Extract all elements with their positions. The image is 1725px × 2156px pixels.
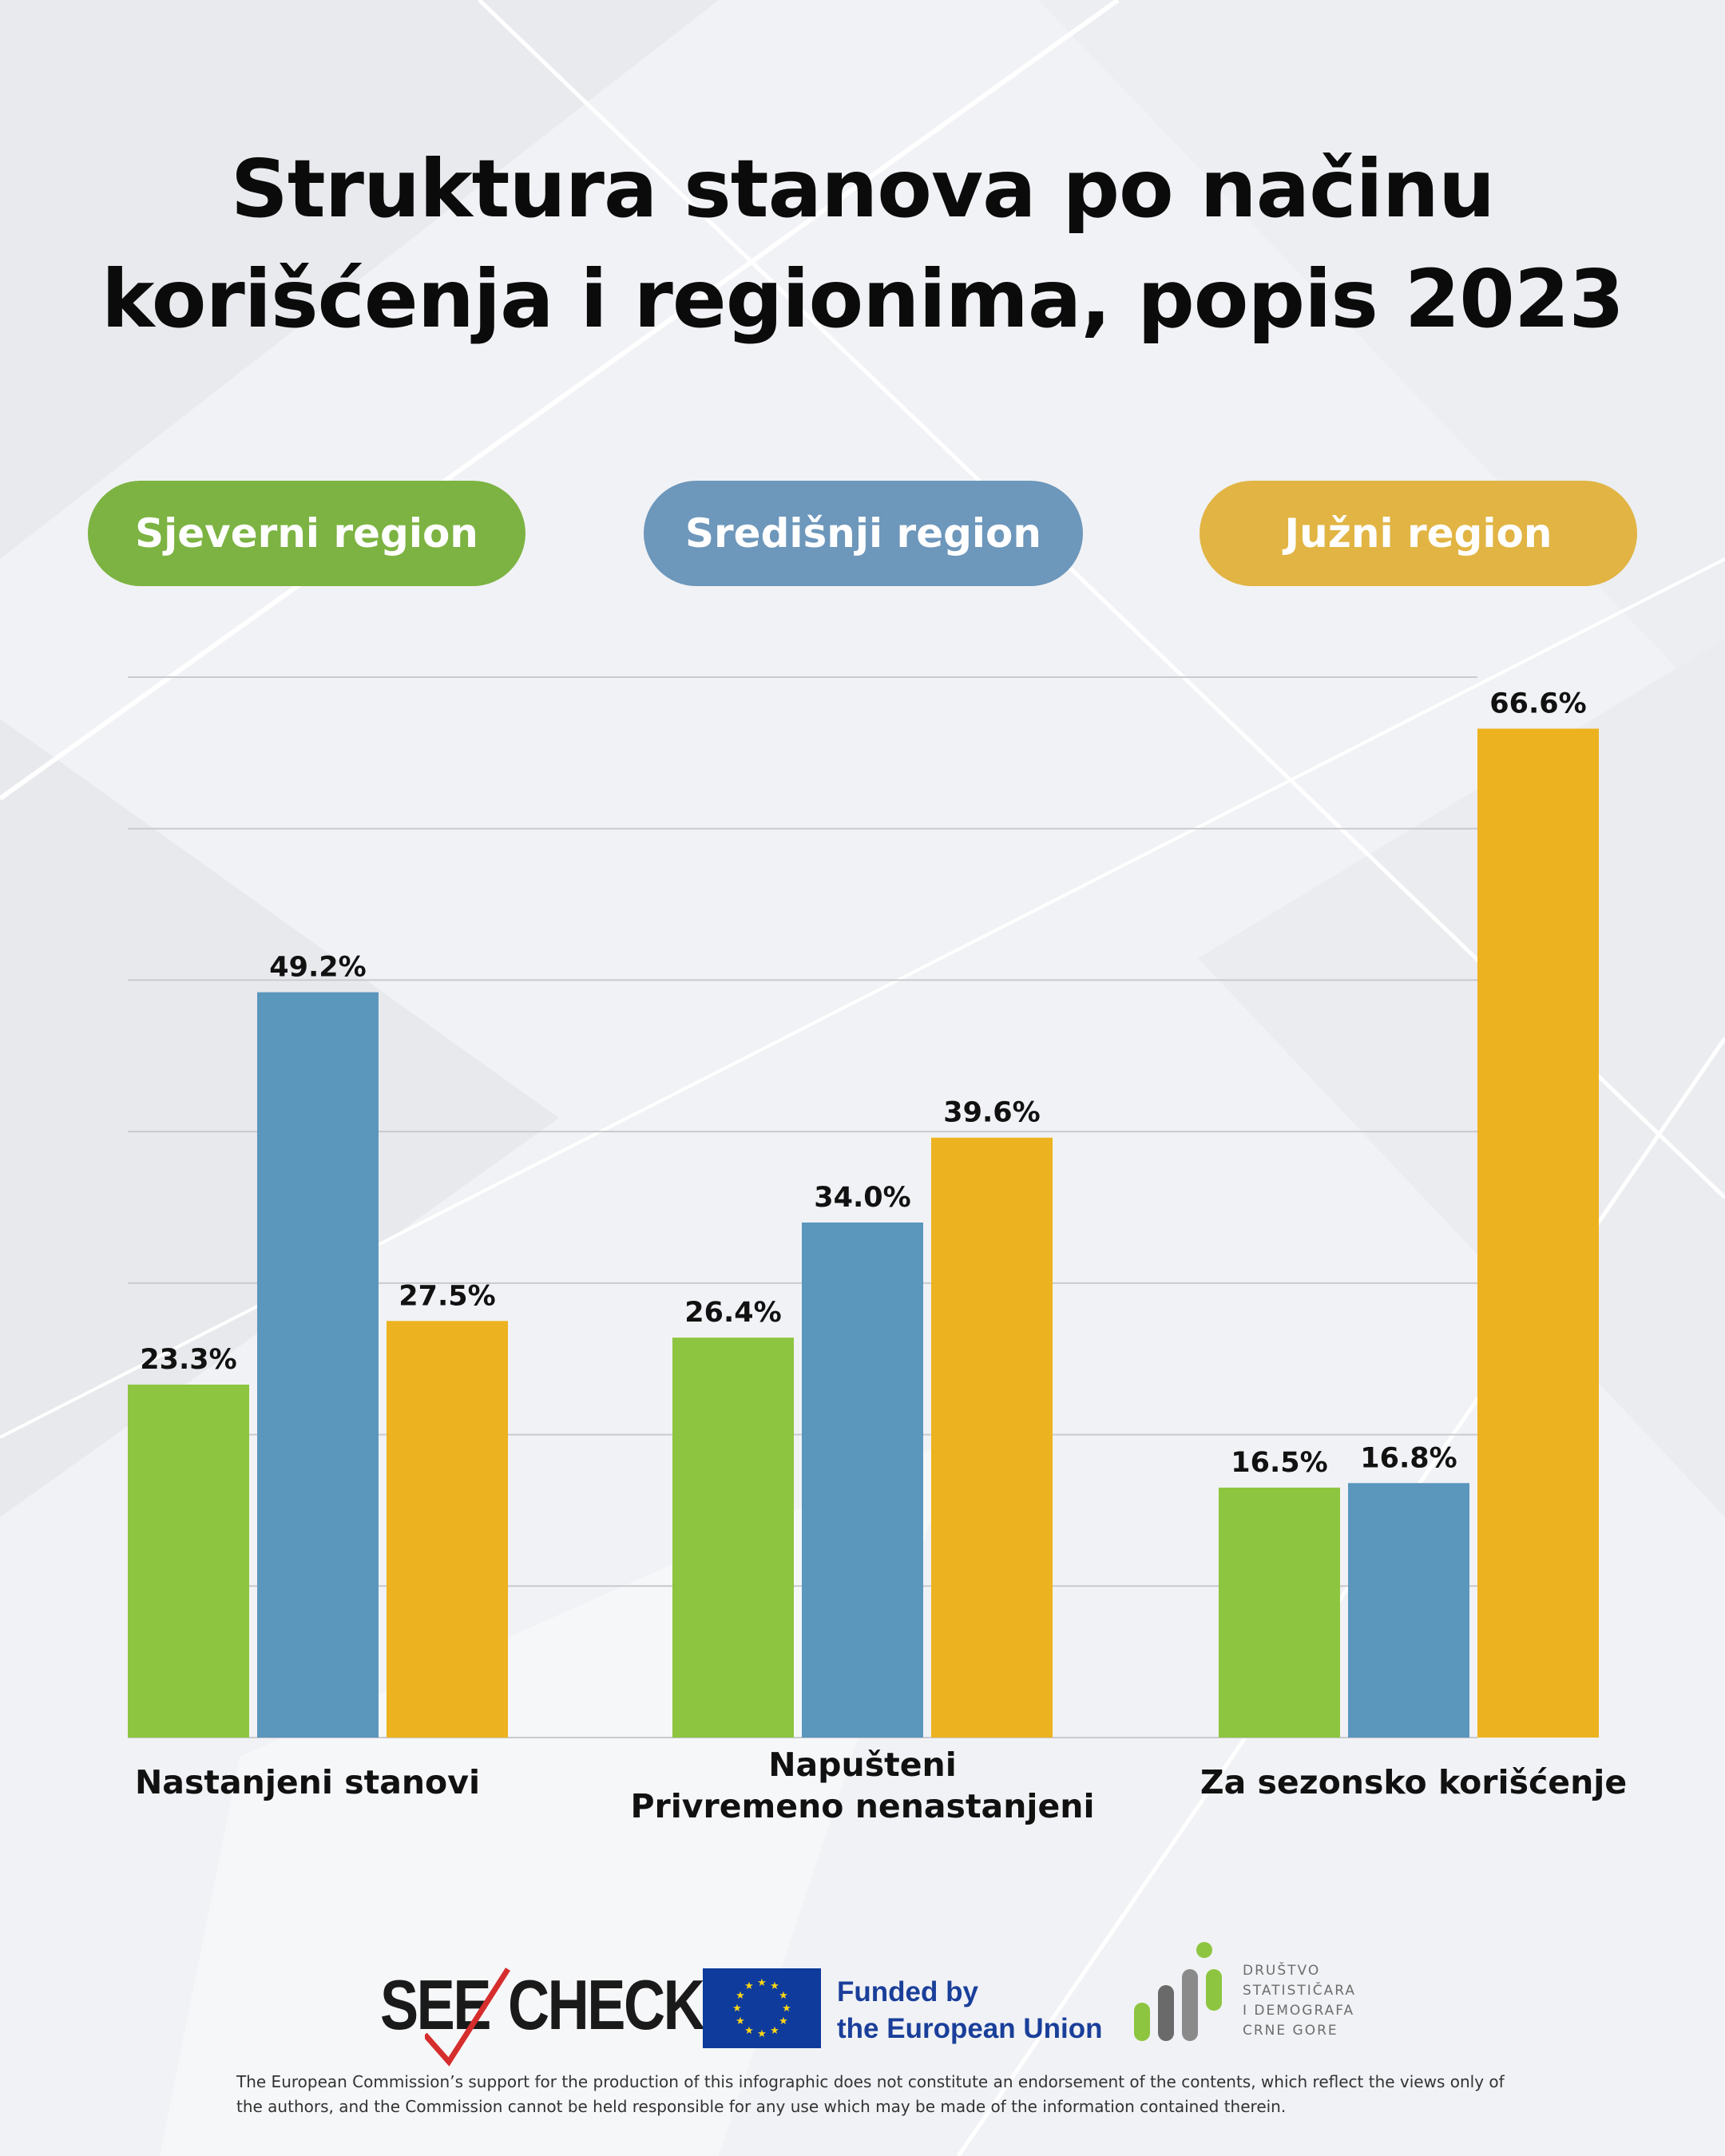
data-label: 27.5% bbox=[399, 1280, 495, 1312]
bar bbox=[128, 1384, 249, 1738]
bar bbox=[257, 992, 379, 1738]
data-label: 23.3% bbox=[140, 1344, 236, 1376]
disclaimer-text: The European Commission’s support for th… bbox=[236, 2072, 1505, 2116]
eu-flag-icon: ★ ★★ ★★★ ★★★ ★★★ bbox=[703, 1968, 821, 2048]
svg-text:★: ★ bbox=[782, 2003, 791, 2015]
data-label: 49.2% bbox=[269, 952, 366, 984]
category-label-nastanjeni: Nastanjeni stanovi bbox=[80, 1762, 535, 1803]
org-line: I DEMOGRAFA bbox=[1243, 2003, 1355, 2019]
data-label: 34.0% bbox=[814, 1182, 910, 1214]
legend-pill-juzni: Južni region bbox=[1200, 481, 1637, 586]
org-line: CRNE GORE bbox=[1243, 2023, 1338, 2039]
svg-text:★: ★ bbox=[744, 2025, 754, 2037]
svg-text:★: ★ bbox=[779, 2015, 788, 2027]
svg-text:★: ★ bbox=[736, 1990, 745, 2002]
bar bbox=[931, 1137, 1053, 1738]
data-label: 26.4% bbox=[684, 1297, 781, 1329]
category-label-line: Napušteni bbox=[768, 1746, 957, 1784]
eu-funding-text: Funded by the European Union bbox=[837, 1974, 1103, 2047]
chart-title: Struktura stanova po načinu korišćenja i… bbox=[0, 134, 1725, 355]
dsd-org-name: DRUŠTVO STATISTIČARA I DEMOGRAFA CRNE GO… bbox=[1243, 1961, 1356, 2041]
seecheck-logo-check: CHECK bbox=[508, 1965, 705, 2044]
data-label: 39.6% bbox=[943, 1097, 1040, 1129]
category-label-sezonsko: Za sezonsko korišćenje bbox=[1174, 1762, 1653, 1803]
legend-pill-sjeverni: Sjeverni region bbox=[88, 481, 525, 586]
bar bbox=[1477, 728, 1599, 1738]
org-line: STATISTIČARA bbox=[1243, 1983, 1357, 1999]
svg-text:★: ★ bbox=[770, 1980, 779, 1992]
svg-text:★: ★ bbox=[736, 2015, 745, 2027]
data-label: 16.5% bbox=[1231, 1447, 1327, 1479]
seecheck-logo-see: SEE bbox=[380, 1965, 491, 2044]
category-label-napusteni: Napušteni Privremeno nenastanjeni bbox=[599, 1744, 1126, 1827]
seecheck-logo: SEE CHECK bbox=[380, 1964, 705, 2068]
category-label-line: Privremeno nenastanjeni bbox=[630, 1787, 1095, 1825]
title-line-1: Struktura stanova po načinu bbox=[230, 142, 1495, 236]
title-line-2: korišćenja i regionima, popis 2023 bbox=[101, 252, 1624, 346]
check-mark-icon bbox=[425, 1968, 510, 2067]
bar bbox=[387, 1321, 508, 1738]
dsd-logo-icon bbox=[1134, 1942, 1222, 2041]
legend-label-sjeverni: Sjeverni region bbox=[135, 510, 478, 557]
category-label-line: Za sezonsko korišćenje bbox=[1200, 1763, 1628, 1801]
svg-text:★: ★ bbox=[732, 2003, 742, 2015]
bar bbox=[802, 1222, 923, 1738]
bar bbox=[1219, 1487, 1340, 1738]
svg-text:★: ★ bbox=[757, 1977, 767, 1989]
bar bbox=[672, 1338, 794, 1738]
svg-text:★: ★ bbox=[757, 2028, 767, 2040]
svg-text:★: ★ bbox=[779, 1990, 788, 2002]
legend-label-sredisnji: Središnji region bbox=[685, 510, 1041, 557]
legend-pill-sredisnji: Središnji region bbox=[644, 481, 1083, 586]
data-label: 16.8% bbox=[1360, 1442, 1457, 1474]
legend-label-juzni: Južni region bbox=[1284, 510, 1552, 557]
bar bbox=[1348, 1483, 1469, 1738]
category-label-line: Nastanjeni stanovi bbox=[134, 1763, 481, 1801]
org-line: DRUŠTVO bbox=[1243, 1963, 1321, 1979]
svg-text:★: ★ bbox=[770, 2025, 779, 2037]
eu-line-1: Funded by bbox=[837, 1976, 978, 2007]
svg-text:★: ★ bbox=[744, 1980, 754, 1992]
data-label: 66.6% bbox=[1489, 688, 1586, 720]
eu-line-2: the European Union bbox=[837, 2013, 1103, 2044]
